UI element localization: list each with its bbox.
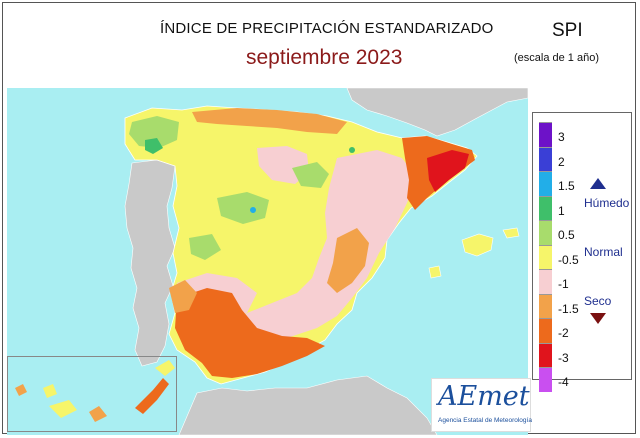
ibiza-land — [428, 265, 442, 279]
legend-tick-label: -4 — [558, 375, 569, 389]
canary-island — [43, 384, 57, 398]
humid-label: Húmedo — [584, 196, 630, 210]
legend: 3 2 1.5 1 0.5 -0.5 -1 -1.5 -2 -3 -4 Húmedo Normal … — [532, 112, 632, 392]
spi-band-0.5-to-1-southwest — [189, 234, 221, 260]
legend-tick-label: 1.5 — [558, 179, 575, 193]
spi-band--1-to--1.5-west — [169, 280, 197, 313]
canary-island — [15, 384, 27, 396]
legend-swatch — [539, 220, 552, 245]
legend-swatch — [539, 122, 552, 147]
index-code: SPI — [552, 20, 583, 41]
spi-band-0.5-to-1-galicia — [129, 116, 179, 148]
canary-island — [89, 406, 107, 422]
legend-tick-label: 0.5 — [558, 228, 575, 242]
france-land — [346, 88, 528, 137]
portugal-land — [124, 159, 176, 367]
spi-band--1.5-to--2-south — [175, 288, 325, 378]
canary-islands — [15, 360, 175, 422]
legend-tick-label: -1.5 — [558, 301, 579, 316]
spi-map — [7, 88, 528, 435]
spi-band-0.5-to-1-ebro — [292, 162, 329, 188]
legend-swatch — [539, 146, 552, 171]
dry-label: Seco — [584, 294, 612, 308]
legend-tick-label: 2 — [558, 154, 565, 169]
canary-island — [155, 360, 175, 376]
mallorca-land — [461, 233, 494, 257]
spi-band--1-to--1.5-southeast — [327, 228, 369, 293]
spi-band--0.5-to--1 — [232, 150, 417, 346]
morocco-land — [178, 375, 438, 435]
menorca-land — [502, 227, 520, 239]
spi-band-1.5-to-2-spot — [250, 207, 256, 213]
canary-island — [135, 378, 169, 414]
legend-tick-label: -0.5 — [558, 252, 579, 267]
legend-swatch — [539, 293, 552, 318]
normal-label: Normal — [584, 245, 623, 259]
canary-island — [49, 400, 77, 418]
spi-band-1-to-1.5-spot — [349, 147, 355, 153]
legend-tick-label: -3 — [558, 350, 569, 365]
dry-arrow-icon — [590, 313, 606, 324]
legend-swatch — [539, 269, 552, 294]
humid-arrow-icon — [590, 178, 606, 189]
legend-swatch — [539, 171, 552, 196]
logo-text: AEmet — [438, 381, 530, 412]
legend-tick-label: 1 — [558, 203, 565, 218]
map-subtitle: septiembre 2023 — [246, 46, 403, 69]
spi-band--2-to--3-catalonia — [427, 150, 469, 192]
legend-tick-label: 3 — [558, 130, 565, 144]
scale-note: (escala de 1 año) — [514, 52, 599, 64]
spi-band-1-to-1.5-galicia — [145, 138, 163, 154]
logo-subtext: Agencia Estatal de Meteorología — [438, 417, 532, 424]
spi-band--1-to--1.5-north — [192, 108, 347, 134]
legend-tick-label: -2 — [558, 326, 569, 340]
aemet-logo: AEmet Agencia Estatal de Meteorología — [431, 378, 532, 432]
legend-swatch — [539, 342, 552, 367]
legend-swatch — [539, 318, 552, 343]
legend-swatch — [539, 244, 552, 269]
legend-swatch — [539, 195, 552, 220]
canary-inset-frame — [7, 356, 177, 432]
spi-band-0.5-to-1-central — [217, 192, 269, 224]
legend-swatch — [539, 367, 552, 392]
map-title: ÍNDICE DE PRECIPITACIÓN ESTANDARIZADO — [160, 20, 494, 37]
legend-tick-label: -1 — [558, 277, 569, 291]
